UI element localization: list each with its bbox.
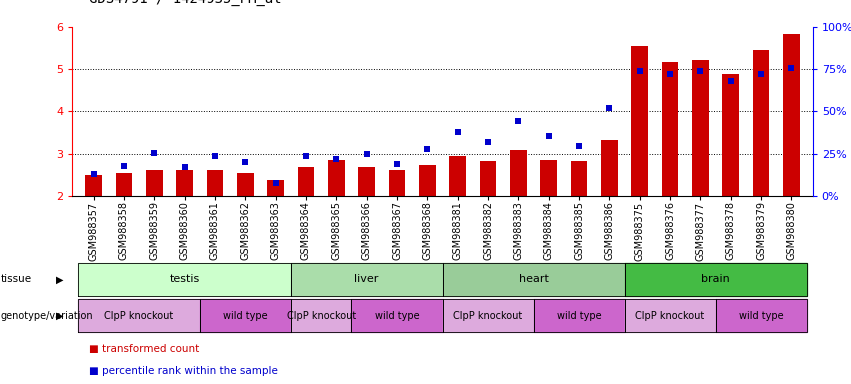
Point xyxy=(694,68,707,74)
Bar xyxy=(716,300,807,332)
Point xyxy=(300,152,313,159)
Bar xyxy=(298,167,314,196)
Point xyxy=(754,71,768,77)
Bar xyxy=(625,263,807,296)
Text: liver: liver xyxy=(355,274,379,285)
Text: wild type: wild type xyxy=(557,311,602,321)
Text: ■ transformed count: ■ transformed count xyxy=(89,344,200,354)
Text: ClpP knockout: ClpP knockout xyxy=(105,311,174,321)
Point xyxy=(663,71,677,77)
Point xyxy=(603,105,616,111)
Bar xyxy=(237,173,254,196)
Text: GDS4791 / 1424935_PM_at: GDS4791 / 1424935_PM_at xyxy=(89,0,282,6)
Text: tissue: tissue xyxy=(1,274,32,285)
Point xyxy=(724,78,738,84)
Bar xyxy=(85,175,102,196)
Bar xyxy=(358,167,375,196)
Bar xyxy=(176,170,193,196)
Bar xyxy=(571,161,587,196)
Bar xyxy=(443,300,534,332)
Point xyxy=(238,159,252,165)
Bar xyxy=(753,50,769,196)
Bar xyxy=(534,300,625,332)
Bar xyxy=(291,263,443,296)
Text: wild type: wild type xyxy=(374,311,420,321)
Point xyxy=(117,163,131,169)
Text: ClpP knockout: ClpP knockout xyxy=(287,311,356,321)
Bar xyxy=(291,300,351,332)
Text: genotype/variation: genotype/variation xyxy=(1,311,94,321)
Bar xyxy=(540,160,557,196)
Point xyxy=(329,156,343,162)
Bar xyxy=(328,160,345,196)
Bar xyxy=(480,161,496,196)
Text: ▶: ▶ xyxy=(56,274,64,285)
Point xyxy=(87,171,100,177)
Text: wild type: wild type xyxy=(223,311,267,321)
Bar xyxy=(783,35,800,196)
Point xyxy=(391,161,404,167)
Bar xyxy=(443,263,625,296)
Point xyxy=(542,133,556,139)
Text: ClpP knockout: ClpP knockout xyxy=(636,311,705,321)
Point xyxy=(481,139,494,145)
Text: ■ percentile rank within the sample: ■ percentile rank within the sample xyxy=(89,366,278,376)
Point xyxy=(208,152,222,159)
Point xyxy=(269,180,283,186)
Bar xyxy=(200,300,291,332)
Point xyxy=(785,65,798,71)
Bar xyxy=(146,170,163,196)
Bar xyxy=(692,60,709,196)
Bar xyxy=(449,156,466,196)
Bar xyxy=(389,170,405,196)
Bar xyxy=(351,300,443,332)
Point xyxy=(511,118,525,124)
Text: ▶: ▶ xyxy=(56,311,64,321)
Point xyxy=(420,146,434,152)
Bar xyxy=(419,166,436,196)
Bar xyxy=(116,173,132,196)
Bar xyxy=(722,74,740,196)
Bar xyxy=(625,300,716,332)
Bar xyxy=(267,180,284,196)
Bar xyxy=(662,61,678,196)
Text: wild type: wild type xyxy=(739,311,784,321)
Point xyxy=(451,129,465,136)
Bar xyxy=(207,170,223,196)
Bar xyxy=(78,300,200,332)
Point xyxy=(360,151,374,157)
Bar xyxy=(78,263,291,296)
Point xyxy=(572,143,585,149)
Point xyxy=(633,68,647,74)
Bar xyxy=(601,140,618,196)
Text: testis: testis xyxy=(169,274,200,285)
Bar xyxy=(510,150,527,196)
Point xyxy=(178,164,191,170)
Text: ClpP knockout: ClpP knockout xyxy=(454,311,523,321)
Bar xyxy=(631,46,648,196)
Text: heart: heart xyxy=(518,274,549,285)
Point xyxy=(147,150,161,156)
Text: brain: brain xyxy=(701,274,730,285)
